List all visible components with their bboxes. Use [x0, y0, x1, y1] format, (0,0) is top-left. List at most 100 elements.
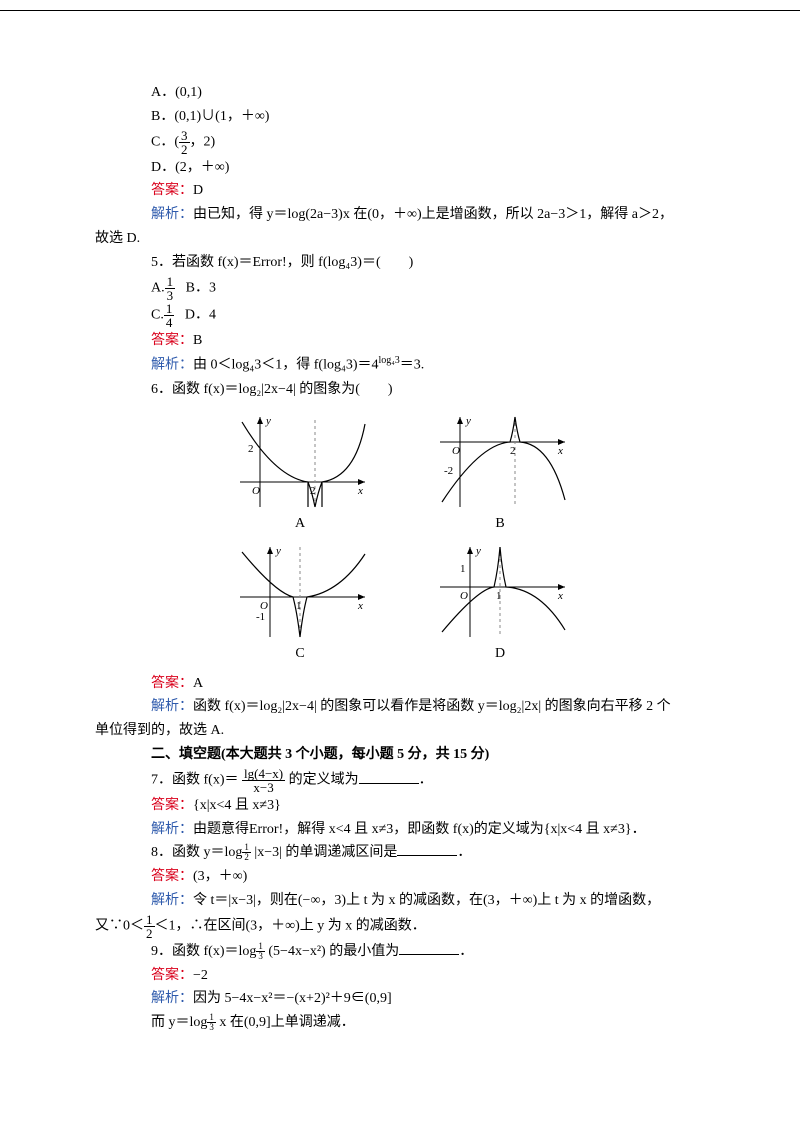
answer-value: A: [193, 676, 203, 691]
answer-8: 答案：(3，＋∞): [95, 865, 705, 889]
option-a: A．(0,1): [95, 81, 705, 105]
blank: [397, 842, 457, 856]
svg-text:y: y: [275, 545, 281, 557]
frac-den: 3: [256, 952, 265, 961]
answer-value: −2: [193, 968, 208, 983]
exp9b-post: x 在(0,9]上单调递减．: [216, 1015, 355, 1030]
figure-c-label: C: [295, 646, 304, 662]
explain-body: 由已知，得 y＝log(2a−3)x 在(0，＋∞)上是增函数，所以 2a−3＞…: [193, 207, 673, 222]
blank: [399, 941, 459, 955]
explain-body: 由题意得Error!，解得 x<4 且 x≠3，即函数 f(x)的定义域为{x|…: [193, 822, 646, 837]
explain-7: 解析：由题意得Error!，解得 x<4 且 x≠3，即函数 f(x)的定义域为…: [95, 818, 705, 842]
frac-den: x−3: [242, 781, 285, 794]
q8-prefix: 8．函数 y＝log: [151, 845, 242, 860]
answer-6: 答案：A: [95, 672, 705, 696]
explain-exp: log₄3: [379, 355, 400, 366]
explain-label: 解析：: [151, 822, 193, 837]
explain-5: 解析：由 0＜log₄3＜1，得 f(log₄3)＝4log₄3＝3.: [95, 352, 705, 377]
q5-c-frac: 14: [164, 302, 175, 329]
figure-b-label: B: [495, 516, 504, 532]
q7-frac: lg(4−x)x−3: [242, 767, 285, 794]
option-c-frac: 32: [179, 129, 190, 156]
explain-body: 令 t＝|x−3|，则在(−∞，3)上 t 为 x 的减函数，在(3，＋∞)上 …: [193, 893, 660, 908]
figure-c: O -1 1 x y C: [230, 542, 370, 662]
svg-text:-2: -2: [444, 465, 453, 477]
svg-text:y: y: [475, 545, 481, 557]
q9-sub: 13: [256, 942, 265, 961]
svg-text:1: 1: [296, 600, 302, 612]
explain-body: 函数 f(x)＝log₂|2x−4| 的图象可以看作是将函数 y＝log₂|2x…: [193, 699, 671, 714]
svg-text:y: y: [265, 415, 271, 427]
q8-sub: 12: [242, 843, 251, 862]
figure-row-1: O 2 2 x y A O -2 x y 2 B: [95, 412, 705, 532]
option-c: C．(32，2): [95, 129, 705, 156]
svg-text:x: x: [357, 485, 363, 497]
answer-label: 答案：: [151, 798, 193, 813]
question-7: 7．函数 f(x)＝ lg(4−x)x−3 的定义域为 ．: [95, 767, 705, 794]
frac-den: 2: [242, 853, 251, 862]
explain-8b: 又∵0＜12＜1，∴在区间(3，＋∞)上 y 为 x 的减函数．: [95, 913, 705, 940]
explain-pre: 由 0＜log₄3＜1，得 f(log₄3)＝4: [193, 358, 379, 373]
figure-d-svg: O 1 1 x y: [430, 542, 570, 642]
frac-num: 1: [165, 275, 176, 289]
q7-prefix: 7．函数 f(x)＝: [151, 773, 239, 788]
exp9b-pre: 而 y＝log: [151, 1015, 207, 1030]
explain-body: 因为 5−4x−x²＝−(x+2)²＋9∈(0,9]: [193, 991, 392, 1006]
frac-den: 3: [165, 289, 176, 302]
svg-text:x: x: [557, 590, 563, 602]
explain-8: 解析：令 t＝|x−3|，则在(−∞，3)上 t 为 x 的减函数，在(3，＋∞…: [95, 889, 705, 913]
frac-num: 1: [164, 302, 175, 316]
figure-b-svg: O -2 x y 2: [430, 412, 570, 512]
figure-a-label: A: [295, 516, 305, 532]
answer-value: B: [193, 333, 202, 348]
exp8b-post: ＜1，∴在区间(3，＋∞)上 y 为 x 的减函数．: [155, 919, 426, 934]
q5-b: B．3: [186, 280, 216, 295]
frac-den: 2: [144, 927, 155, 940]
explain-9: 解析：因为 5−4x−x²＝−(x+2)²＋9∈(0,9]: [95, 987, 705, 1011]
svg-text:1: 1: [496, 590, 502, 602]
exp9b-frac: 13: [207, 1013, 216, 1032]
period: ．: [459, 944, 473, 959]
answer-4: 答案：D: [95, 179, 705, 203]
q5-c-prefix: C.: [151, 307, 164, 322]
svg-text:O: O: [452, 445, 460, 457]
answer-label: 答案：: [151, 676, 193, 691]
frac-den: 3: [207, 1023, 216, 1032]
frac-num: lg(4−x): [242, 767, 285, 781]
q5-d: D．4: [185, 307, 216, 322]
explain-6: 解析：函数 f(x)＝log₂|2x−4| 的图象可以看作是将函数 y＝log₂…: [95, 695, 705, 719]
q9-mid: (5−4x−x²) 的最小值为: [265, 944, 399, 959]
q7-suffix: 的定义域为: [289, 773, 359, 788]
svg-text:x: x: [357, 600, 363, 612]
q9-prefix: 9．函数 f(x)＝log: [151, 944, 256, 959]
option-d: D．(2，＋∞): [95, 156, 705, 180]
svg-text:y: y: [465, 415, 471, 427]
question-8: 8．函数 y＝log12 |x−3| 的单调递减区间是．: [95, 841, 705, 865]
explain-label: 解析：: [151, 699, 193, 714]
svg-text:1: 1: [460, 563, 466, 575]
figure-a-svg: O 2 2 x y: [230, 412, 370, 512]
page: A．(0,1) B．(0,1)∪(1，＋∞) C．(32，2) D．(2，＋∞)…: [0, 10, 800, 1075]
svg-text:2: 2: [310, 485, 316, 497]
explain-9b: 而 y＝log13 x 在(0,9]上单调递减．: [95, 1011, 705, 1035]
explain-6-tail: 单位得到的，故选 A.: [95, 719, 705, 743]
option-c-suffix: ，2): [190, 134, 216, 149]
figure-row-2: O -1 1 x y C O 1 1 x y D: [95, 542, 705, 662]
answer-7: 答案：{x|x<4 且 x≠3}: [95, 794, 705, 818]
question-9: 9．函数 f(x)＝log13 (5−4x−x²) 的最小值为 ．: [95, 940, 705, 964]
figure-c-svg: O -1 1 x y: [230, 542, 370, 642]
answer-value: {x|x<4 且 x≠3}: [193, 798, 281, 813]
frac-den: 2: [179, 143, 190, 156]
answer-label: 答案：: [151, 869, 193, 884]
answer-value: D: [193, 183, 203, 198]
svg-text:2: 2: [248, 443, 254, 455]
option-c-prefix: C．(: [151, 134, 179, 149]
explain-4: 解析：由已知，得 y＝log(2a−3)x 在(0，＋∞)上是增函数，所以 2a…: [95, 203, 705, 227]
svg-text:x: x: [557, 445, 563, 457]
explain-4-tail: 故选 D.: [95, 227, 705, 251]
exp8b-frac: 12: [144, 913, 155, 940]
period: ．: [419, 773, 433, 788]
answer-label: 答案：: [151, 183, 193, 198]
svg-text:O: O: [460, 590, 468, 602]
frac-num: 1: [144, 913, 155, 927]
